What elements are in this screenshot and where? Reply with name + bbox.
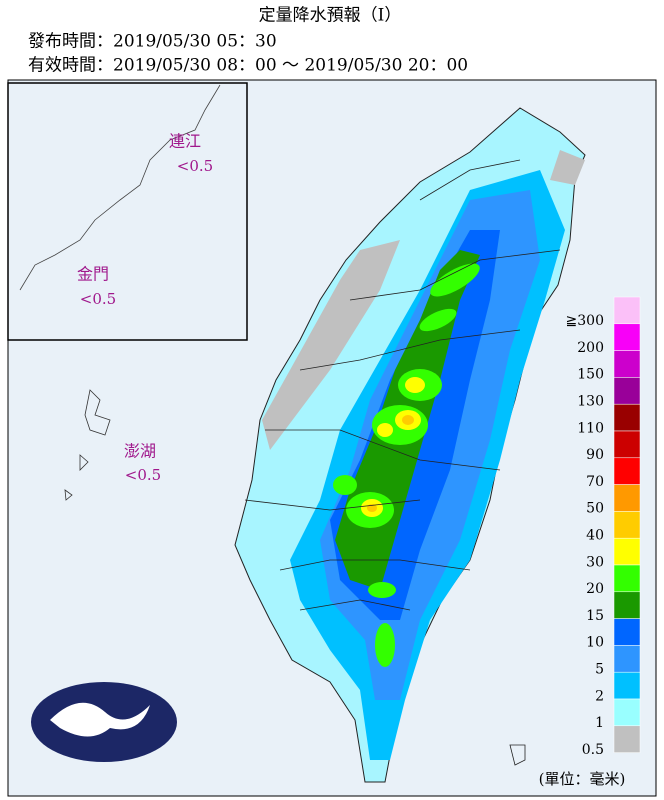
orchid-island: [509, 744, 526, 766]
legend-swatch: [613, 564, 641, 593]
coastline: [19, 84, 221, 291]
island-name: 連江: [169, 132, 201, 151]
legend-label: 2: [595, 688, 604, 704]
island-name: 金門: [77, 265, 109, 284]
issued-time: 發布時間：2019/05/30 05：30: [28, 32, 277, 52]
penghu: [64, 389, 111, 501]
island-value: <0.5: [177, 157, 213, 175]
legend-label: 200: [577, 340, 604, 356]
title: 定量降水預報（Ⅰ）: [259, 6, 402, 26]
legend-swatch: [613, 671, 641, 700]
legend-swatch: [613, 403, 641, 432]
island-value: <0.5: [80, 290, 116, 308]
legend-label: 30: [586, 554, 604, 570]
legend-swatch: [613, 377, 641, 405]
legend-label: 40: [586, 528, 604, 544]
legend-swatch: [613, 484, 641, 512]
legend-label: 130: [577, 394, 604, 410]
legend-swatch: [613, 725, 641, 753]
legend-swatch: [613, 296, 641, 325]
emblem-cloud: [50, 702, 150, 737]
legend-swatch: [613, 457, 641, 485]
legend-label: 110: [577, 420, 604, 436]
legend-label: 150: [577, 367, 604, 383]
legend-label: ≧300: [566, 313, 604, 329]
legend-label: 15: [586, 608, 604, 624]
legend-swatch: [613, 350, 641, 378]
legend-swatch: [613, 511, 641, 539]
legend-label: 5: [595, 662, 604, 678]
legend-swatch: [613, 591, 641, 619]
valid-time: 有效時間：2019/05/30 08：00 ～ 2019/05/30 20：00: [28, 56, 468, 76]
island-value: <0.5: [125, 466, 161, 484]
legend-swatch: [613, 430, 641, 459]
legend: ≧300 200 150 130 110 90 70 50 40 30 20 15 10 5 2 1 0.5: [566, 296, 641, 758]
legend-label: 50: [586, 501, 604, 517]
island-name: 澎湖: [124, 442, 156, 461]
legend-label: 1: [595, 715, 604, 731]
unit-label: (單位：毫米): [539, 770, 626, 788]
legend-swatch: [613, 618, 641, 646]
taiwan: [234, 107, 586, 783]
legend-label: 0.5: [582, 742, 604, 758]
legend-label: 10: [586, 635, 604, 651]
legend-swatch: [613, 645, 641, 673]
legend-swatch: [613, 323, 641, 351]
inset-frame: [7, 82, 248, 341]
legend-swatch: [613, 698, 641, 727]
legend-label: 20: [586, 581, 604, 597]
legend-swatch: [613, 537, 641, 566]
legend-label: 90: [586, 447, 604, 463]
legend-label: 70: [586, 474, 604, 490]
